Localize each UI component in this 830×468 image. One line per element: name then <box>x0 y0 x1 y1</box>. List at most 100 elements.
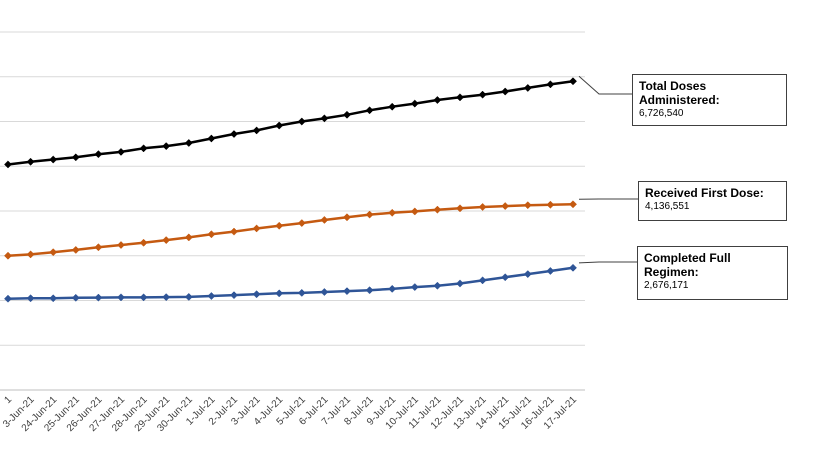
data-point <box>523 83 532 92</box>
data-point <box>49 294 58 303</box>
data-point <box>388 102 397 111</box>
data-point <box>252 126 261 135</box>
data-point <box>139 293 148 302</box>
series-line <box>7 266 574 300</box>
data-point <box>410 283 419 292</box>
data-point <box>230 227 238 236</box>
data-point <box>49 155 58 164</box>
data-point <box>162 293 171 302</box>
data-point <box>433 96 442 104</box>
callout-connector <box>578 261 637 264</box>
data-point <box>184 292 193 301</box>
data-point <box>275 221 284 230</box>
data-point <box>456 204 464 213</box>
data-point <box>297 117 306 126</box>
callout-connector <box>578 75 632 95</box>
data-point <box>230 291 238 300</box>
data-point <box>71 245 80 254</box>
data-point <box>162 236 171 245</box>
series-3 <box>4 263 577 303</box>
data-point <box>275 121 284 130</box>
data-point <box>49 248 58 257</box>
data-point <box>117 147 125 156</box>
data-point <box>478 276 487 285</box>
data-point <box>569 200 577 209</box>
data-point <box>388 284 397 293</box>
data-point <box>71 293 80 302</box>
data-point <box>297 219 306 228</box>
data-point <box>252 224 261 233</box>
data-point <box>207 230 216 239</box>
data-point <box>433 205 442 214</box>
callout-full-regimen: Completed Full Regimen: 2,676,171 <box>637 246 788 300</box>
series-2 <box>4 200 577 260</box>
data-point <box>478 90 487 99</box>
series-line <box>7 203 574 258</box>
data-point <box>365 106 374 115</box>
series-lines <box>4 77 577 303</box>
x-tick-label: 1 <box>2 394 14 406</box>
data-point <box>343 110 351 119</box>
data-point <box>139 238 148 247</box>
data-point <box>365 210 374 219</box>
data-point <box>523 270 532 279</box>
data-point <box>94 150 103 159</box>
data-point <box>207 134 216 143</box>
data-point <box>523 201 532 210</box>
data-point <box>4 251 12 260</box>
callout-total-doses: Total Doses Administered: 6,726,540 <box>632 74 787 126</box>
data-point <box>343 213 351 222</box>
callout-total-doses-title: Total Doses Administered: <box>639 79 720 107</box>
data-point <box>456 279 464 288</box>
data-point <box>297 288 306 297</box>
gridlines <box>0 31 585 391</box>
data-point <box>343 287 351 296</box>
data-point <box>162 142 171 151</box>
data-point <box>365 286 374 295</box>
data-point <box>546 80 555 89</box>
callout-first-dose-title: Received First Dose: <box>645 186 764 200</box>
callout-first-dose: Received First Dose: 4,136,551 <box>638 181 787 221</box>
data-point <box>320 215 329 224</box>
data-point <box>569 263 577 272</box>
data-point <box>433 281 442 290</box>
series-line <box>7 79 574 166</box>
data-point <box>410 99 419 108</box>
data-point <box>117 241 125 249</box>
callout-full-regimen-title: Completed Full Regimen: <box>644 251 731 279</box>
data-point <box>117 293 125 302</box>
data-point <box>26 250 35 259</box>
callout-connectors <box>578 75 638 264</box>
series-1 <box>4 77 577 169</box>
data-point <box>478 203 487 211</box>
x-axis-tick-labels: 13-Jun-2124-Jun-2125-Jun-2126-Jun-2127-J… <box>1 394 579 434</box>
data-point <box>139 144 148 153</box>
data-point <box>184 233 193 242</box>
data-point <box>501 202 510 211</box>
data-point <box>546 267 555 275</box>
data-point <box>410 207 419 216</box>
data-point <box>320 288 329 296</box>
data-point <box>4 294 12 303</box>
data-point <box>71 153 80 162</box>
data-point <box>252 290 261 299</box>
data-point <box>207 292 216 300</box>
data-point <box>501 273 510 282</box>
data-point <box>94 293 103 302</box>
data-point <box>569 77 577 86</box>
data-point <box>230 130 238 138</box>
data-point <box>26 294 35 303</box>
data-point <box>184 139 193 147</box>
data-point <box>4 160 12 169</box>
callout-first-dose-value: 4,136,551 <box>645 201 690 212</box>
data-point <box>94 243 103 252</box>
callout-full-regimen-value: 2,676,171 <box>644 280 689 291</box>
callout-total-doses-value: 6,726,540 <box>639 108 684 119</box>
data-point <box>275 289 284 298</box>
data-point <box>26 157 35 166</box>
data-point <box>456 93 464 102</box>
data-point <box>320 114 329 123</box>
data-point <box>501 87 510 96</box>
